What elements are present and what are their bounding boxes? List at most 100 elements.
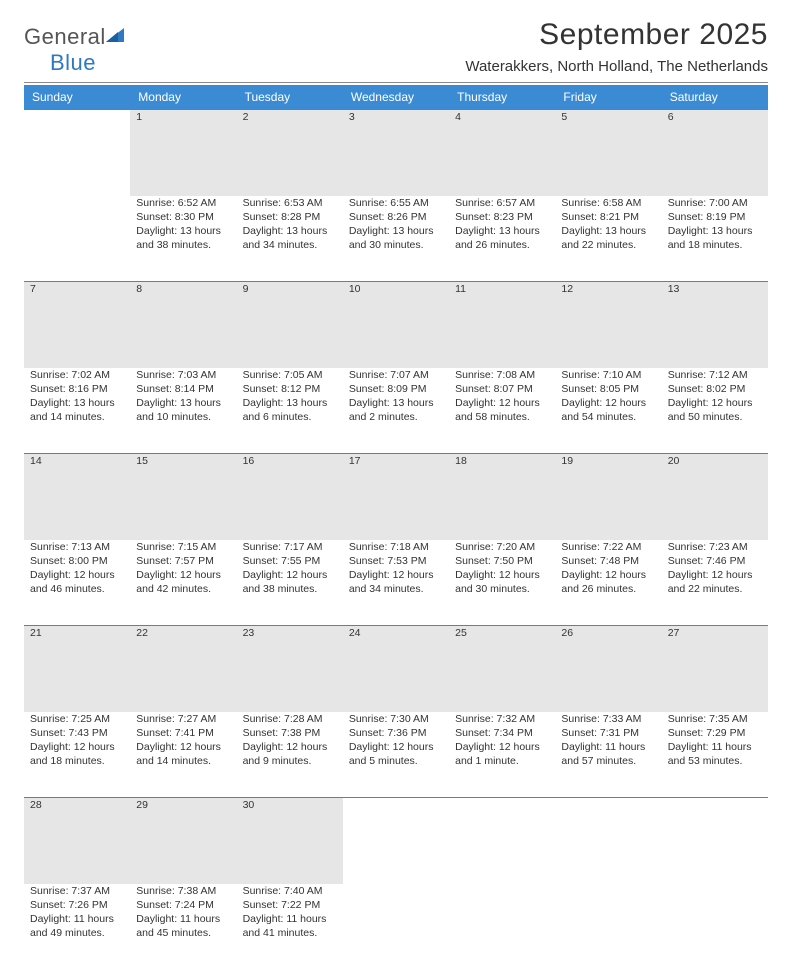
day-detail-cell [449,884,555,970]
sunset-line: Sunset: 7:31 PM [561,726,655,740]
page-title: September 2025 [465,18,768,52]
daylight-line: Daylight: 13 hours and 18 minutes. [668,224,762,252]
sunrise-line: Sunrise: 6:57 AM [455,196,549,210]
day-number-cell: 18 [449,454,555,540]
day-number-cell: 25 [449,626,555,712]
day-detail-cell: Sunrise: 6:58 AMSunset: 8:21 PMDaylight:… [555,196,661,282]
sunset-line: Sunset: 7:50 PM [455,554,549,568]
daylight-line: Daylight: 12 hours and 42 minutes. [136,568,230,596]
sunrise-line: Sunrise: 7:00 AM [668,196,762,210]
daylight-line: Daylight: 13 hours and 2 minutes. [349,396,443,424]
sunrise-line: Sunrise: 7:12 AM [668,368,762,382]
daylight-line: Daylight: 12 hours and 18 minutes. [30,740,124,768]
weekday-header: Saturday [662,85,768,110]
day-detail-cell: Sunrise: 7:05 AMSunset: 8:12 PMDaylight:… [237,368,343,454]
sunset-line: Sunset: 7:34 PM [455,726,549,740]
weekday-header: Friday [555,85,661,110]
day-number-cell: 27 [662,626,768,712]
sunrise-line: Sunrise: 7:20 AM [455,540,549,554]
sunrise-line: Sunrise: 7:30 AM [349,712,443,726]
daylight-line: Daylight: 13 hours and 6 minutes. [243,396,337,424]
location: Waterakkers, North Holland, The Netherla… [465,58,768,75]
day-detail-cell: Sunrise: 7:23 AMSunset: 7:46 PMDaylight:… [662,540,768,626]
day-detail-cell: Sunrise: 7:28 AMSunset: 7:38 PMDaylight:… [237,712,343,798]
sunset-line: Sunset: 7:26 PM [30,898,124,912]
day-number-cell: 13 [662,282,768,368]
weekday-header-row: SundayMondayTuesdayWednesdayThursdayFrid… [24,85,768,110]
daylight-line: Daylight: 13 hours and 10 minutes. [136,396,230,424]
day-detail-cell: Sunrise: 7:25 AMSunset: 7:43 PMDaylight:… [24,712,130,798]
sunrise-line: Sunrise: 7:22 AM [561,540,655,554]
day-number-cell: 24 [343,626,449,712]
day-number-cell: 20 [662,454,768,540]
logo: General Blue [24,18,128,76]
day-detail-cell: Sunrise: 7:22 AMSunset: 7:48 PMDaylight:… [555,540,661,626]
day-number-cell: 1 [130,110,236,196]
sunset-line: Sunset: 7:24 PM [136,898,230,912]
daylight-line: Daylight: 12 hours and 26 minutes. [561,568,655,596]
sunset-line: Sunset: 8:09 PM [349,382,443,396]
sunset-line: Sunset: 8:30 PM [136,210,230,224]
sunset-line: Sunset: 8:07 PM [455,382,549,396]
day-number-cell: 2 [237,110,343,196]
day-number-row: 21222324252627 [24,626,768,712]
sunrise-line: Sunrise: 7:08 AM [455,368,549,382]
sunset-line: Sunset: 7:48 PM [561,554,655,568]
day-detail-cell: Sunrise: 7:27 AMSunset: 7:41 PMDaylight:… [130,712,236,798]
daylight-line: Daylight: 12 hours and 38 minutes. [243,568,337,596]
sunrise-line: Sunrise: 7:37 AM [30,884,124,898]
sunrise-line: Sunrise: 6:58 AM [561,196,655,210]
divider [24,82,768,83]
day-number-row: 123456 [24,110,768,196]
logo-sail-icon [106,26,128,44]
day-number-cell: 3 [343,110,449,196]
sunrise-line: Sunrise: 7:18 AM [349,540,443,554]
sunset-line: Sunset: 7:43 PM [30,726,124,740]
day-number-row: 14151617181920 [24,454,768,540]
day-detail-cell: Sunrise: 7:02 AMSunset: 8:16 PMDaylight:… [24,368,130,454]
sunset-line: Sunset: 7:53 PM [349,554,443,568]
daylight-line: Daylight: 12 hours and 14 minutes. [136,740,230,768]
sunset-line: Sunset: 8:02 PM [668,382,762,396]
day-detail-cell [343,884,449,970]
sunset-line: Sunset: 8:28 PM [243,210,337,224]
sunset-line: Sunset: 7:38 PM [243,726,337,740]
sunset-line: Sunset: 8:00 PM [30,554,124,568]
sunset-line: Sunset: 7:46 PM [668,554,762,568]
logo-word2: Blue [50,50,96,75]
day-detail-cell: Sunrise: 7:07 AMSunset: 8:09 PMDaylight:… [343,368,449,454]
sunrise-line: Sunrise: 7:10 AM [561,368,655,382]
day-number-cell: 5 [555,110,661,196]
day-number-cell: 14 [24,454,130,540]
day-number-row: 78910111213 [24,282,768,368]
sunrise-line: Sunrise: 7:27 AM [136,712,230,726]
calendar-body: 123456Sunrise: 6:52 AMSunset: 8:30 PMDay… [24,110,768,970]
daylight-line: Daylight: 12 hours and 50 minutes. [668,396,762,424]
sunrise-line: Sunrise: 7:02 AM [30,368,124,382]
daylight-line: Daylight: 12 hours and 9 minutes. [243,740,337,768]
day-number-cell [662,798,768,884]
sunrise-line: Sunrise: 7:25 AM [30,712,124,726]
sunrise-line: Sunrise: 7:38 AM [136,884,230,898]
day-detail-cell: Sunrise: 7:37 AMSunset: 7:26 PMDaylight:… [24,884,130,970]
day-number-cell: 10 [343,282,449,368]
day-number-cell [555,798,661,884]
sunrise-line: Sunrise: 7:28 AM [243,712,337,726]
day-detail-cell: Sunrise: 7:12 AMSunset: 8:02 PMDaylight:… [662,368,768,454]
daylight-line: Daylight: 12 hours and 22 minutes. [668,568,762,596]
daylight-line: Daylight: 12 hours and 1 minute. [455,740,549,768]
day-number-cell: 9 [237,282,343,368]
daylight-line: Daylight: 12 hours and 34 minutes. [349,568,443,596]
weekday-header: Wednesday [343,85,449,110]
daylight-line: Daylight: 13 hours and 34 minutes. [243,224,337,252]
day-number-cell [449,798,555,884]
daylight-line: Daylight: 13 hours and 14 minutes. [30,396,124,424]
sunset-line: Sunset: 8:26 PM [349,210,443,224]
daylight-line: Daylight: 13 hours and 22 minutes. [561,224,655,252]
day-detail-cell [24,196,130,282]
day-number-cell: 8 [130,282,236,368]
sunset-line: Sunset: 7:29 PM [668,726,762,740]
weekday-header: Thursday [449,85,555,110]
day-number-row: 282930 [24,798,768,884]
day-detail-row: Sunrise: 7:02 AMSunset: 8:16 PMDaylight:… [24,368,768,454]
